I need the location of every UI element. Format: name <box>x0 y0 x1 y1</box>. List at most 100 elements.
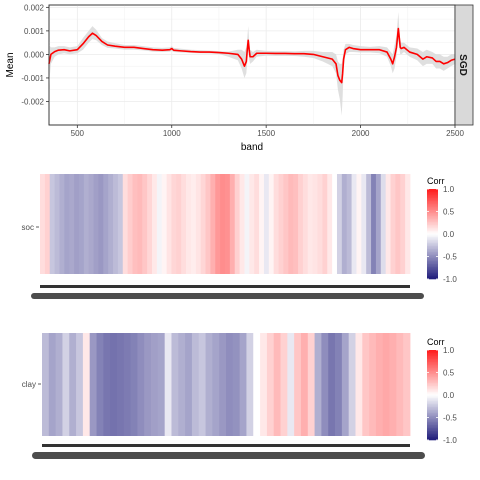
legend-gradient-step <box>427 265 438 268</box>
legend-gradient-step <box>427 381 438 384</box>
legend-gradient-step <box>427 357 438 360</box>
heatmap-cell <box>369 333 377 436</box>
heatmap-cell <box>287 333 295 436</box>
legend-gradient-step <box>427 189 438 191</box>
y-tick-label: 0.000 <box>24 50 45 59</box>
mean-line <box>48 27 456 84</box>
heatmap-cell <box>356 174 362 274</box>
legend-tick-label: 0.0 <box>443 391 455 400</box>
legend-gradient-step <box>427 219 438 221</box>
legend-gradient-step <box>427 192 438 194</box>
legend-gradient-step <box>427 431 438 433</box>
legend-gradient-step <box>427 359 438 361</box>
y-axis: -0.002 -0.001 0.000 0.001 0.002 <box>21 3 49 106</box>
legend-gradient-step <box>427 356 438 358</box>
heatmap-cell <box>178 333 186 436</box>
heatmap-cell <box>348 333 356 436</box>
legend-gradient-step <box>427 387 438 390</box>
legend-tick-label: -1.0 <box>443 275 457 284</box>
legend-gradient-step <box>427 235 438 238</box>
legend-gradient-step <box>427 399 438 402</box>
x-tick-label: 500 <box>71 129 85 138</box>
legend-gradient-step <box>427 232 438 235</box>
heatmap-cell <box>142 174 148 274</box>
heatmap-cell <box>396 333 404 436</box>
legend-gradient-step <box>427 362 438 364</box>
legend-gradient-step <box>427 372 438 375</box>
legend-gradient-step <box>427 392 438 394</box>
heatmap-cell <box>132 174 138 274</box>
heatmap-cell <box>164 333 172 436</box>
axis-line <box>42 444 410 447</box>
legend-gradient-step <box>427 208 438 211</box>
legend-gradient-step <box>427 389 438 391</box>
y-axis-title: Mean <box>5 52 16 77</box>
line-chart: 500 1000 1500 2000 2500 -0.002 -0.001 0.000 0.0… <box>5 3 474 153</box>
legend-gradient-step <box>427 255 438 257</box>
heatmap-cell <box>336 174 343 274</box>
legend-gradient-step <box>427 405 438 408</box>
legend-gradient-step <box>427 223 438 226</box>
legend-gradient-step <box>427 426 438 429</box>
x-tick-label: 1500 <box>257 129 275 138</box>
legend-gradient-step <box>427 268 438 271</box>
legend-gradient-step <box>427 435 438 438</box>
facet-label: SGD <box>457 54 468 76</box>
heatmap-cell <box>246 333 254 436</box>
heatmap-cell <box>88 174 94 274</box>
legend-gradient-step <box>427 401 438 403</box>
legend-gradient-step <box>427 217 438 220</box>
legend-gradient-step <box>427 240 438 242</box>
heatmap-cell <box>307 174 314 274</box>
legend-gradient-step <box>427 413 438 415</box>
legend-gradient-step <box>427 386 438 388</box>
heatmap-cell <box>380 174 387 274</box>
legend-gradient-step <box>427 195 438 197</box>
heatmap-cell <box>278 174 284 274</box>
heatmap-cell <box>314 333 322 436</box>
heatmap-cell <box>220 174 226 274</box>
legend-gradient-step <box>427 398 438 400</box>
heatmap-cell <box>69 174 75 274</box>
heatmap-cell <box>307 333 315 436</box>
heatmap-cell <box>300 333 309 436</box>
x-axis: 500 1000 1500 2000 2500 <box>71 125 464 138</box>
legend-gradient-step <box>427 234 438 236</box>
legend-gradient-step <box>427 271 438 274</box>
row-label: clay <box>22 380 36 389</box>
legend-gradient-step <box>427 199 438 202</box>
heatmap-cell <box>157 333 166 436</box>
heatmap-cell <box>42 333 50 436</box>
legend-gradient-step <box>427 264 438 266</box>
heatmap-cell <box>110 333 118 436</box>
legend-gradient-step <box>427 253 438 256</box>
heatmap-cell <box>176 174 182 274</box>
legend-gradient-step <box>427 222 438 224</box>
y-tick-label: -0.001 <box>21 74 44 83</box>
legend-gradient-step <box>427 414 438 417</box>
heatmap-cell <box>234 174 241 274</box>
legend-tick-label: -0.5 <box>443 414 457 423</box>
heatmap-cell <box>273 333 281 436</box>
heatmap-cell <box>191 333 200 436</box>
plot-panel <box>48 4 456 126</box>
legend-gradient-step <box>427 377 438 379</box>
heatmap-cell <box>283 174 289 274</box>
legend-gradient-step <box>427 258 438 260</box>
legend-gradient-step <box>427 220 438 223</box>
legend-gradient-step <box>427 384 438 387</box>
y-tick-label: -0.002 <box>21 97 44 106</box>
legend-gradient-step <box>427 216 438 218</box>
heatmap-cell <box>312 174 318 274</box>
legend-tick-label: -0.5 <box>443 253 457 262</box>
heatmap-cell <box>335 333 343 436</box>
legend-gradient-step <box>427 243 438 245</box>
x-tick-label: 2500 <box>446 129 464 138</box>
heatmap-cell <box>302 174 309 274</box>
legend-tick-label: -1.0 <box>443 436 457 445</box>
legend-gradient-step <box>427 438 438 441</box>
legend-gradient-step <box>427 402 438 405</box>
heatmap-cell <box>185 333 193 436</box>
